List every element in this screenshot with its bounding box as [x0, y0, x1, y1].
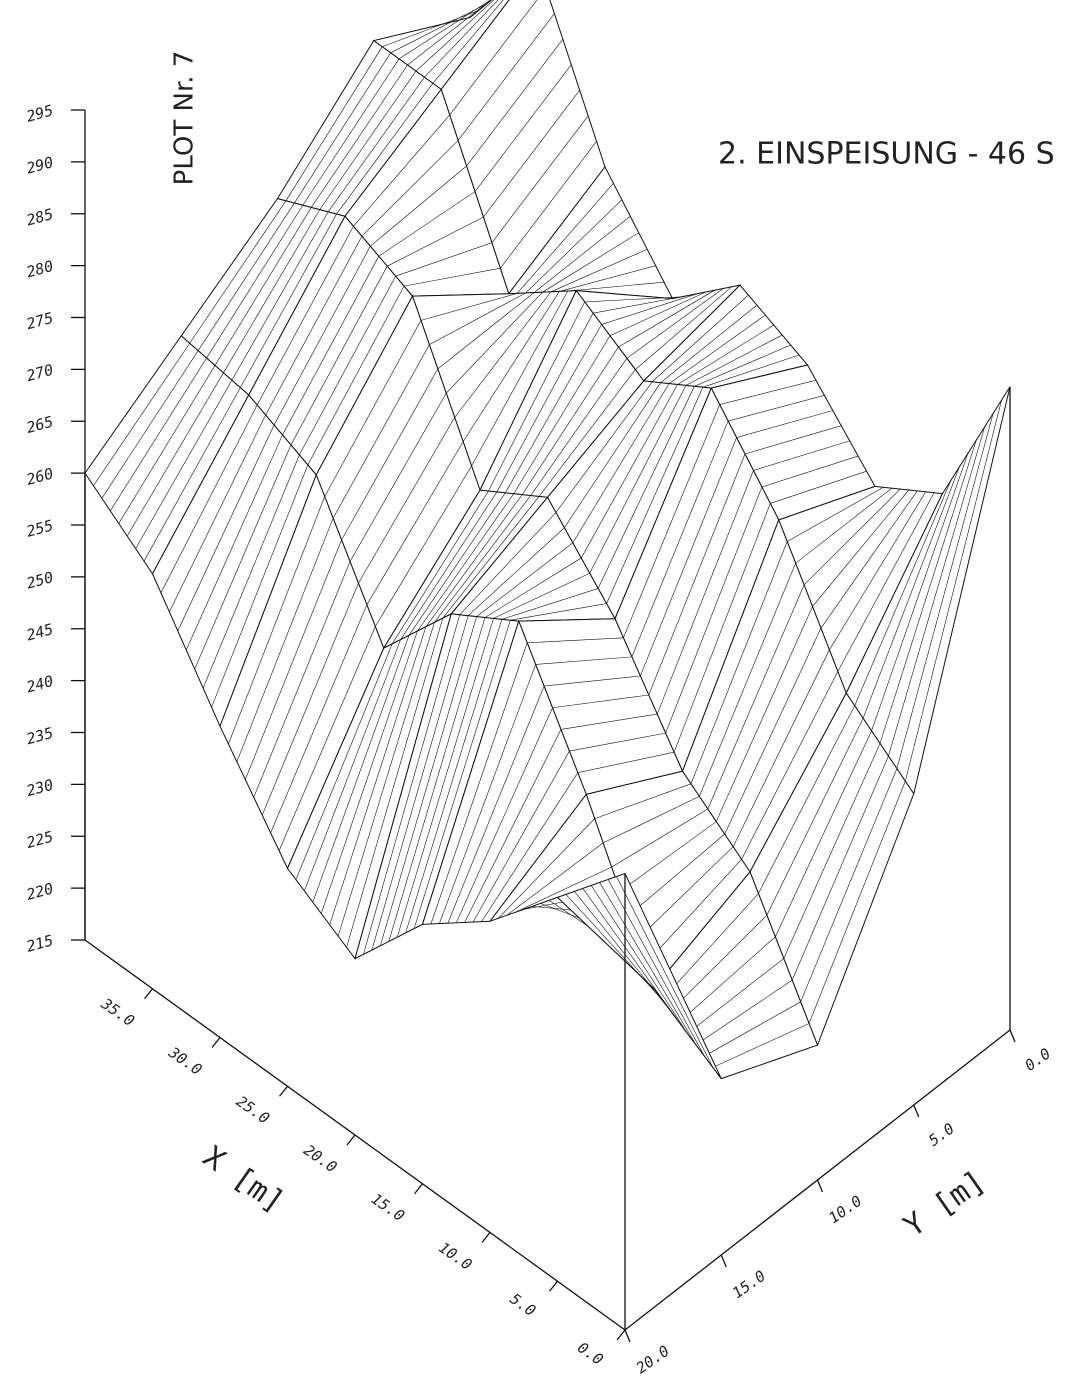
x-tick [212, 1038, 220, 1048]
x-tick-label: 25.0 [233, 1092, 273, 1127]
y-tick-label: 5.0 [925, 1119, 958, 1149]
x-tick-label: 0.0 [574, 1338, 607, 1368]
z-tick-label: 240 [24, 672, 55, 696]
y-tick-label: 10.0 [825, 1192, 865, 1227]
x-tick [482, 1233, 490, 1243]
z-tick-label: 230 [24, 776, 55, 800]
z-tick-label: 270 [24, 361, 55, 385]
x-tick [280, 1086, 288, 1096]
y-tick-label: 15.0 [729, 1267, 769, 1302]
z-tick-label: 255 [24, 516, 55, 540]
z-tick-label: 220 [24, 879, 55, 903]
x-tick-label: 10.0 [435, 1238, 475, 1273]
plot-label: PLOT Nr. 7 [170, 51, 200, 186]
z-tick-label: 215 [24, 931, 55, 955]
z-tick-label: 280 [24, 257, 55, 281]
z-tick-label: 250 [24, 568, 55, 592]
x-tick [415, 1184, 423, 1194]
x-tick-label: 5.0 [507, 1290, 540, 1320]
y-tick [721, 1255, 726, 1267]
y-axis-label: Y [m] [898, 1164, 992, 1244]
x-tick-label: 35.0 [97, 994, 138, 1030]
y-tick-label: 20.0 [633, 1342, 673, 1377]
z-tick-label: 225 [24, 828, 55, 852]
z-tick-label: 290 [24, 153, 55, 177]
y-tick [625, 1330, 630, 1342]
y-tick [818, 1180, 823, 1192]
x-tick-label: 30.0 [165, 1043, 206, 1079]
x-tick [617, 1330, 625, 1340]
page: {"chart_data": {"type": "surface", "titl… [0, 0, 1076, 1383]
x-axis-label: X [m] [197, 1139, 291, 1219]
x-tick-label: 20.0 [300, 1141, 340, 1176]
y-tick [1010, 1030, 1015, 1042]
x-tick [145, 989, 153, 999]
z-tick-label: 245 [24, 620, 55, 644]
x-tick [550, 1281, 558, 1291]
chart-title: 2. EINSPEISUNG - 46 S [718, 137, 1055, 172]
x-tick-label: 15.0 [368, 1190, 408, 1225]
z-tick-label: 235 [24, 724, 55, 748]
y-tick [914, 1105, 919, 1117]
z-tick-label: 285 [24, 205, 55, 229]
z-tick-label: 295 [24, 101, 55, 125]
z-tick-label: 260 [24, 464, 55, 488]
z-tick-label: 275 [24, 309, 55, 333]
x-tick [347, 1135, 355, 1145]
chart: 2. EINSPEISUNG - 46 S PLOT Nr. 7 215 220 2… [0, 0, 1076, 1383]
y-tick-label: 0.0 [1021, 1044, 1054, 1074]
z-tick-label: 265 [24, 413, 55, 437]
